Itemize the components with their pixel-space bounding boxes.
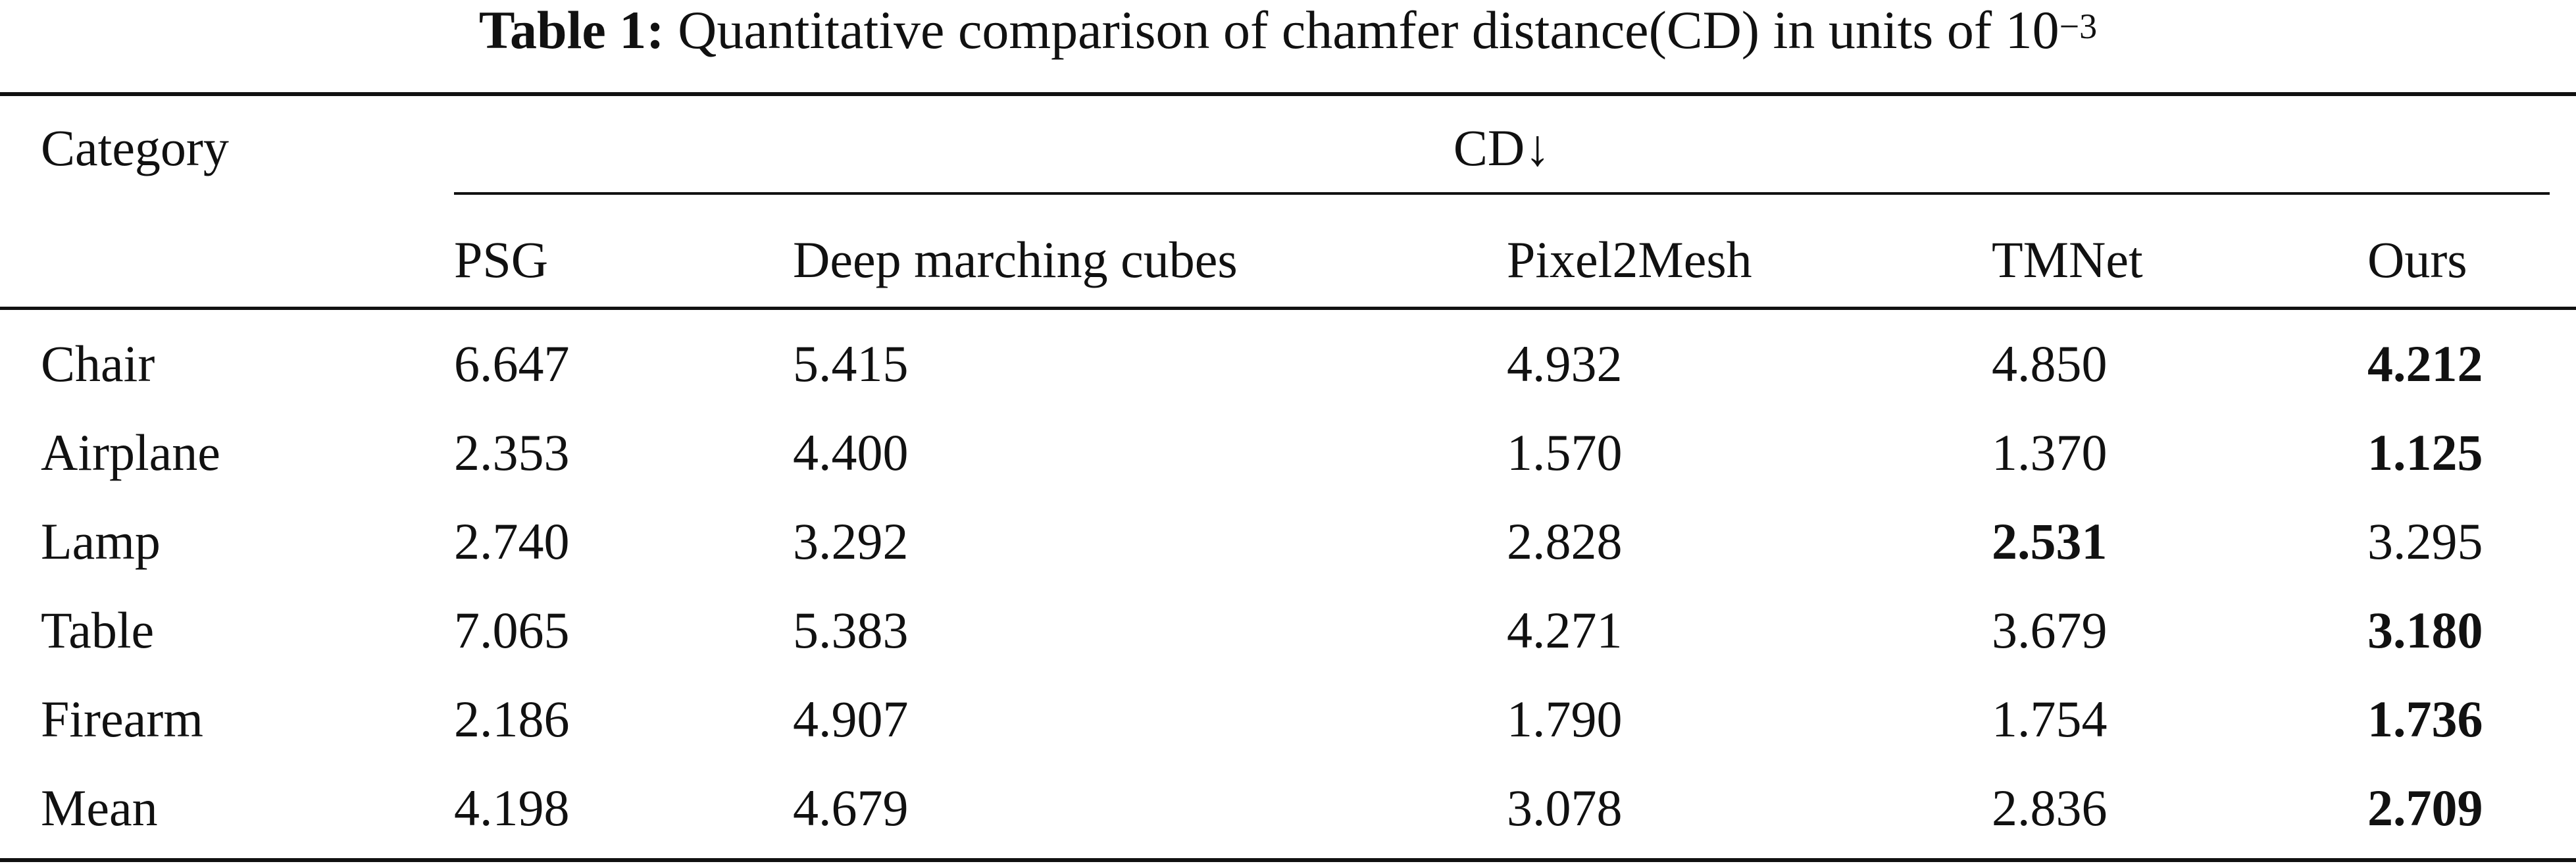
table-cell: 2.353 — [454, 424, 570, 481]
table-cell: 4.679 — [793, 779, 909, 836]
bottom-rule — [0, 858, 2576, 862]
row-label: Firearm — [41, 690, 203, 748]
header-method-ours: Ours — [2367, 231, 2467, 288]
header-method-deep-marching-cubes: Deep marching cubes — [793, 231, 1238, 288]
table-cell: 3.679 — [1992, 601, 2108, 659]
table-cell: 4.400 — [793, 424, 909, 481]
table-caption: Table 1: Quantitative comparison of cham… — [0, 0, 2576, 72]
row-label: Mean — [41, 779, 158, 836]
top-rule — [0, 92, 2576, 96]
table-cell: 2.828 — [1507, 513, 1623, 570]
table-cell: 1.754 — [1992, 690, 2108, 748]
table-cell: 2.186 — [454, 690, 570, 748]
table-cell: 5.383 — [793, 601, 909, 659]
table-cell: 4.271 — [1507, 601, 1623, 659]
row-label: Airplane — [41, 424, 220, 481]
table-cell: 6.647 — [454, 335, 570, 392]
table-cell: 3.292 — [793, 513, 909, 570]
table-cell: 2.740 — [454, 513, 570, 570]
header-cd-group: CD↓ — [1453, 119, 1551, 176]
header-rule — [0, 307, 2576, 310]
group-header-rule — [454, 192, 2550, 195]
row-label: Lamp — [41, 513, 161, 570]
row-label: Chair — [41, 335, 155, 392]
table-cell-best: 1.125 — [2367, 424, 2483, 481]
table-cell: 1.570 — [1507, 424, 1623, 481]
table-cell-best: 3.180 — [2367, 601, 2483, 659]
table-cell: 4.907 — [793, 690, 909, 748]
table-cell: 2.836 — [1992, 779, 2108, 836]
row-label: Table — [41, 601, 155, 659]
table-cell-best: 2.709 — [2367, 779, 2483, 836]
table-cell: 3.295 — [2367, 513, 2483, 570]
table-cell: 4.932 — [1507, 335, 1623, 392]
table-cell: 3.078 — [1507, 779, 1623, 836]
table-cell: 1.790 — [1507, 690, 1623, 748]
table-cell-best: 1.736 — [2367, 690, 2483, 748]
table-cell: 7.065 — [454, 601, 570, 659]
table-cell: 4.198 — [454, 779, 570, 836]
table-cell: 1.370 — [1992, 424, 2108, 481]
header-category: Category — [41, 119, 229, 176]
caption-text: Quantitative comparison of chamfer dista… — [678, 0, 2059, 60]
table-cell: 5.415 — [793, 335, 909, 392]
caption-label: Table 1: — [478, 0, 665, 60]
header-method-psg: PSG — [454, 231, 549, 288]
header-method-pixel2mesh: Pixel2Mesh — [1507, 231, 1752, 288]
header-method-tmnet: TMNet — [1992, 231, 2143, 288]
caption-exponent: −3 — [2059, 7, 2098, 46]
table-cell-best: 2.531 — [1992, 513, 2108, 570]
table-cell: 4.850 — [1992, 335, 2108, 392]
table-cell-best: 4.212 — [2367, 335, 2483, 392]
